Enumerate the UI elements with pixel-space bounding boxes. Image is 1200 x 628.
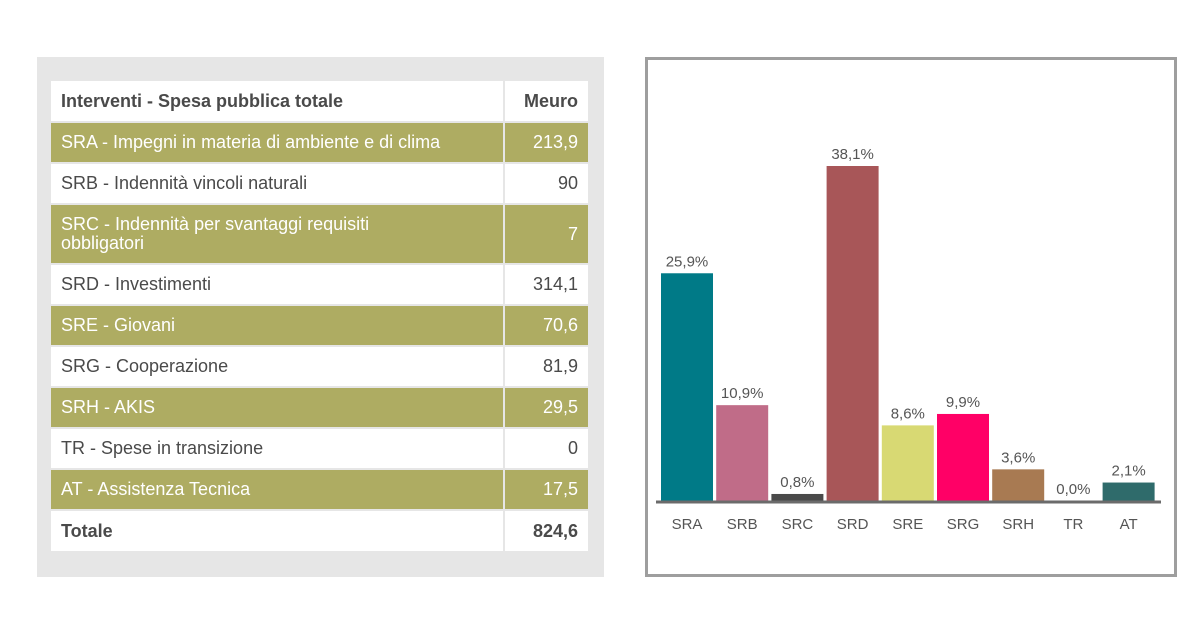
spending-table-panel: Interventi - Spesa pubblica totale Meuro… <box>37 57 604 577</box>
tick-label: SRA <box>672 516 703 533</box>
row-label: SRE - Giovani <box>51 305 504 347</box>
data-label: 10,9% <box>721 385 764 402</box>
table-header-row: Interventi - Spesa pubblica totale Meuro <box>51 81 588 123</box>
table-row: SRB - Indennità vincoli naturali 90 <box>51 163 588 205</box>
table-header-label: Interventi - Spesa pubblica totale <box>51 81 504 123</box>
row-value: 213,9 <box>503 122 588 164</box>
data-label: 25,9% <box>666 253 709 270</box>
tick-label: SRH <box>1002 516 1034 533</box>
table-row: SRA - Impegni in materia di ambiente e d… <box>51 122 588 164</box>
data-label: 0,0% <box>1056 481 1090 498</box>
total-label: Totale <box>51 510 504 553</box>
table-header-unit: Meuro <box>503 81 588 123</box>
total-value: 824,6 <box>503 510 588 553</box>
tick-label: SRE <box>892 516 923 533</box>
bar-srg <box>937 413 989 501</box>
row-label: SRD - Investimenti <box>51 264 504 306</box>
tick-label: SRC <box>782 516 814 533</box>
bar-sra <box>661 273 713 501</box>
table-row: SRE - Giovani 70,6 <box>51 305 588 347</box>
row-value: 0 <box>503 428 588 470</box>
data-label: 38,1% <box>831 146 874 163</box>
data-label: 9,9% <box>946 394 980 411</box>
data-label: 0,8% <box>780 474 814 491</box>
bar-sre <box>881 425 934 501</box>
bar-chart-frame: 25,9% SRA 10,9% SRB 0,8% SRC 38,1% SRD 8,6% SRE 9,… <box>645 57 1177 577</box>
tick-label: TR <box>1063 516 1083 533</box>
spending-table: Interventi - Spesa pubblica totale Meuro… <box>51 81 588 553</box>
table-row: SRD - Investimenti 314,1 <box>51 264 588 306</box>
row-value: 17,5 <box>503 469 588 511</box>
bar-chart: 25,9% SRA 10,9% SRB 0,8% SRC 38,1% SRD 8,6% SRE 9,… <box>656 146 1161 533</box>
bar-srb <box>716 405 769 501</box>
bar-at <box>1102 482 1155 501</box>
bar-srd <box>826 166 879 501</box>
row-value: 70,6 <box>503 305 588 347</box>
row-value: 90 <box>503 163 588 205</box>
row-label: SRC - Indennità per svantaggi requisiti … <box>51 204 504 265</box>
row-label: SRG - Cooperazione <box>51 346 504 388</box>
table-row: SRC - Indennità per svantaggi requisiti … <box>51 204 588 265</box>
data-label: 2,1% <box>1111 463 1145 480</box>
row-value: 29,5 <box>503 387 588 429</box>
row-value: 81,9 <box>503 346 588 388</box>
row-label: TR - Spese in transizione <box>51 428 504 470</box>
table-row: SRG - Cooperazione 81,9 <box>51 346 588 388</box>
tick-label: SRG <box>947 516 980 533</box>
tick-label: AT <box>1120 516 1138 533</box>
tick-label: SRD <box>837 516 869 533</box>
table-row: AT - Assistenza Tecnica 17,5 <box>51 469 588 511</box>
bar-srh <box>992 469 1045 501</box>
table-total-row: Totale 824,6 <box>51 510 588 553</box>
table-row: SRH - AKIS 29,5 <box>51 387 588 429</box>
row-label: AT - Assistenza Tecnica <box>51 469 504 511</box>
table-row: TR - Spese in transizione 0 <box>51 428 588 470</box>
row-value: 314,1 <box>503 264 588 306</box>
row-label: SRA - Impegni in materia di ambiente e d… <box>51 122 504 164</box>
tick-label: SRB <box>727 516 758 533</box>
data-label: 8,6% <box>891 405 925 422</box>
data-label: 3,6% <box>1001 449 1035 466</box>
bar-src <box>771 493 824 501</box>
row-value: 7 <box>503 204 588 265</box>
row-label: SRB - Indennità vincoli naturali <box>51 163 504 205</box>
row-label: SRH - AKIS <box>51 387 504 429</box>
